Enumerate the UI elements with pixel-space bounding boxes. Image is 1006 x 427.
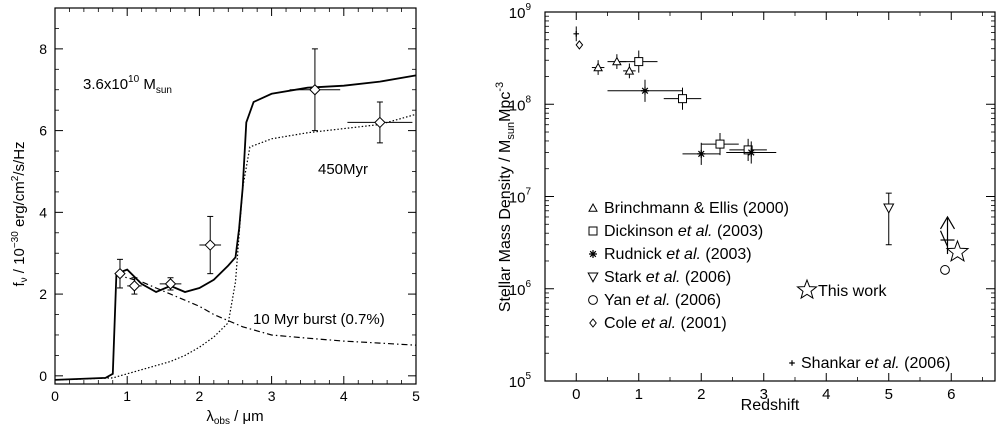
smd-lower-limit-arrowhead <box>939 215 956 230</box>
sed-y-axis-label: fν / 10−30 erg/cm2/s/Hz <box>10 141 30 286</box>
sed-y-tick-label: 2 <box>39 286 47 302</box>
smd-y-tick-label: 106 <box>509 279 532 299</box>
sed-photometry-point <box>114 267 126 280</box>
sed-mass-annotation: 3.6x1010 Msun <box>83 74 172 96</box>
sed-panel: 0 1 2 3 4 5 0 2 4 6 8 3.6x1010 Msun 450Myr 10 Myr … <box>10 7 420 427</box>
smd-point-circle <box>940 265 950 275</box>
legend-label: Dickinson et al. (2003) <box>604 223 763 240</box>
sed-x-tick-label: 2 <box>196 388 204 404</box>
smd-ticks: 0 1 2 3 4 5 6 105 106 107 108 109 <box>509 2 995 403</box>
legend-label: Stark et al. (2006) <box>604 269 731 286</box>
sed-photometry-point <box>374 116 386 129</box>
smd-point-down-triangle <box>883 203 895 214</box>
smd-panel: 0 1 2 3 4 5 6 105 106 107 108 109 Brinchmann & Elli… <box>494 2 996 414</box>
sed-ticks: 0 1 2 3 4 5 0 2 4 6 8 <box>39 8 420 404</box>
smd-point-asterisk <box>697 149 706 158</box>
sed-x-tick-label: 3 <box>268 388 276 404</box>
smd-x-tick-label: 4 <box>822 386 830 403</box>
sed-x-axis-label: λobs / μm <box>206 408 263 427</box>
smd-point-asterisk <box>641 86 649 95</box>
smd-x-tick-label: 1 <box>635 386 643 403</box>
smd-y-tick-label: 105 <box>509 371 532 391</box>
legend-label: This work <box>818 283 887 300</box>
smd-point-square <box>678 94 687 104</box>
smd-lower-limit-bar <box>939 230 949 247</box>
smd-point-star <box>945 239 970 263</box>
sed-photometry <box>114 48 413 295</box>
sed-curves <box>54 74 417 381</box>
smd-point-plus <box>573 31 580 37</box>
sed-plot-frame <box>54 7 417 385</box>
smd-point-square <box>715 139 725 149</box>
sed-photometry-point <box>204 239 216 251</box>
sed-burst-annotation: 10 Myr burst (0.7%) <box>253 311 385 328</box>
sed-x-tick-label: 5 <box>412 388 420 404</box>
smd-x-tick-label: 2 <box>697 386 705 403</box>
legend-marker-circle <box>588 295 598 305</box>
legend-marker-plus <box>789 360 795 366</box>
sed-curve-dotted <box>54 113 417 381</box>
smd-y-tick-label: 108 <box>509 94 532 114</box>
smd-y-tick-label: 109 <box>509 2 532 22</box>
smd-x-tick-label: 6 <box>947 386 955 403</box>
legend-marker-triangle <box>588 202 598 212</box>
sed-photometry-point <box>309 84 321 96</box>
sed-curve-solid <box>54 74 417 381</box>
sed-photometry-point <box>128 280 141 292</box>
smd-y-axis-label: Stellar Mass Density / MsunMpc-3 <box>494 82 517 312</box>
sed-y-tick-label: 6 <box>39 123 47 139</box>
legend-label: Yan et al. (2006) <box>604 292 721 309</box>
smd-data-points <box>573 26 970 275</box>
legend-label: Shankar et al. (2006) <box>801 355 950 372</box>
sed-x-tick-label: 4 <box>340 388 348 404</box>
sed-x-tick-label: 1 <box>123 388 131 404</box>
smd-y-tick-label: 107 <box>509 187 532 207</box>
smd-x-tick-label: 0 <box>572 386 580 403</box>
smd-x-tick-label: 3 <box>760 386 768 403</box>
legend-marker-star <box>796 278 818 300</box>
legend-marker-square <box>588 226 598 236</box>
smd-x-axis-label: Redshift <box>741 397 800 414</box>
sed-y-tick-label: 0 <box>39 368 47 384</box>
legend-label: Rudnick et al. (2003) <box>604 246 752 263</box>
sed-curve-dash-dot <box>116 275 417 346</box>
legend-label: Cole et al. (2001) <box>604 315 727 332</box>
smd-legend: Brinchmann & Ellis (2000) Dickinson et al… <box>587 200 950 372</box>
smd-point-asterisk <box>747 148 756 157</box>
sed-x-tick-label: 0 <box>51 388 59 404</box>
sed-age-annotation: 450Myr <box>318 161 368 178</box>
smd-point-triangle <box>624 65 635 75</box>
legend-label: Brinchmann & Ellis (2000) <box>604 200 789 217</box>
smd-point-triangle <box>593 62 603 72</box>
sed-y-tick-label: 4 <box>39 204 47 220</box>
sed-y-tick-label: 8 <box>39 41 47 57</box>
smd-point-diamond <box>575 40 584 50</box>
smd-point-square <box>743 145 753 155</box>
legend-marker-down-triangle <box>587 272 599 283</box>
smd-x-tick-label: 5 <box>885 386 893 403</box>
sed-photometry-point <box>164 278 177 290</box>
smd-point-square <box>634 57 644 67</box>
legend-marker-diamond <box>589 318 597 328</box>
smd-point-triangle <box>612 56 622 66</box>
legend-marker-asterisk <box>589 250 597 258</box>
